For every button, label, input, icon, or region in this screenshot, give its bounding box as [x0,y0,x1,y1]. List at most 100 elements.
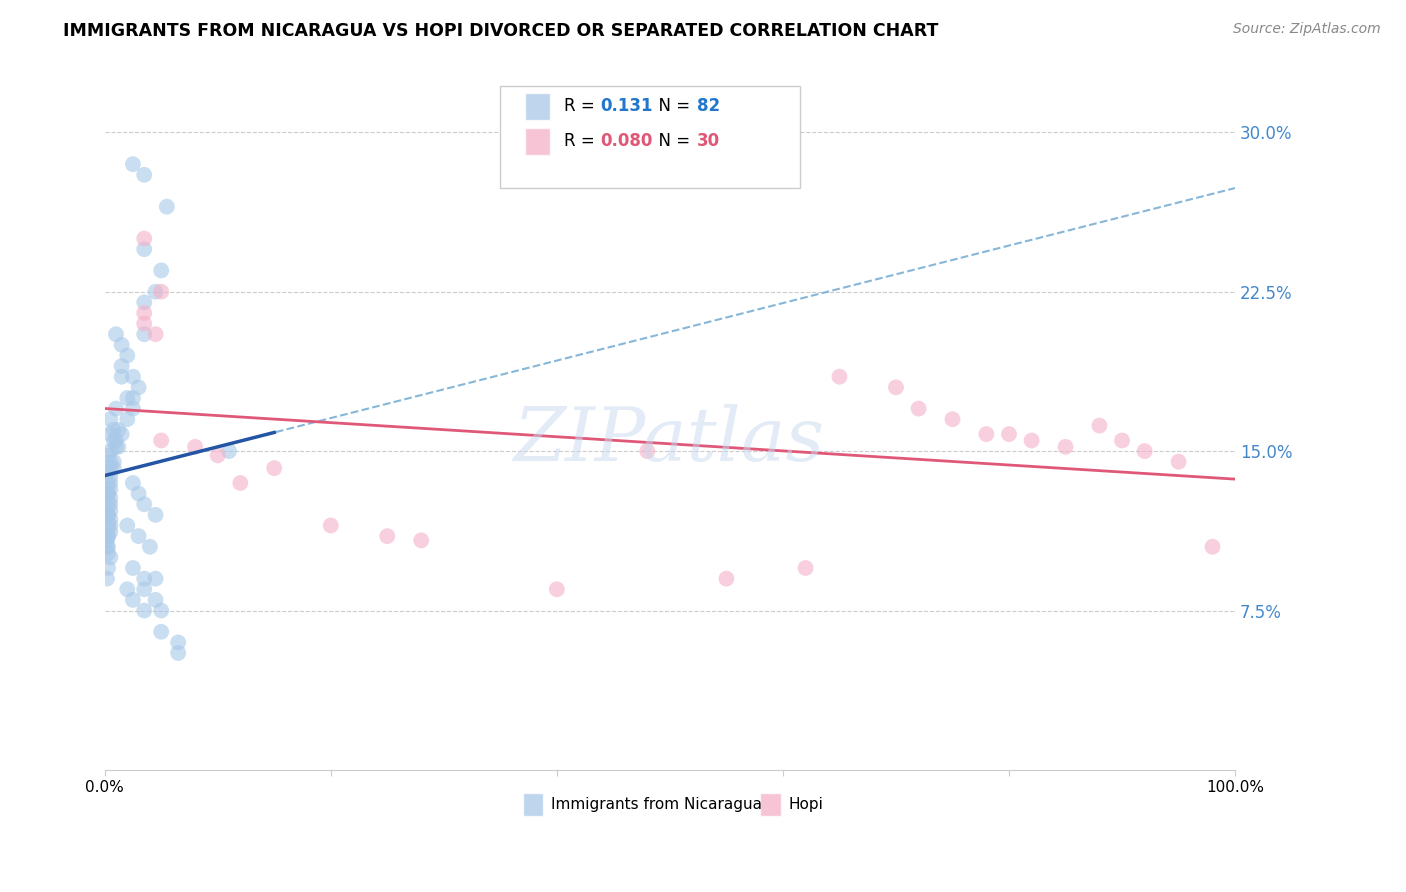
Bar [526,93,550,120]
Point [145,593,167,607]
Point [98,518,121,533]
Point [134,572,156,586]
Text: N =: N = [648,97,696,115]
Point [96,540,118,554]
Point [117,412,139,426]
Text: R =: R = [564,97,599,115]
Point [167,635,190,649]
Point [184,440,207,454]
Point [107,423,129,437]
Point [941,412,963,426]
Text: Source: ZipAtlas.com: Source: ZipAtlas.com [1233,22,1381,37]
Text: Immigrants from Nicaragua: Immigrants from Nicaragua [551,797,762,812]
Bar [761,793,780,815]
Point [998,427,1021,442]
Point [98,427,121,442]
Text: 0.131: 0.131 [600,97,652,115]
Point [134,497,156,511]
Point [134,582,156,597]
Text: ZIPatlas: ZIPatlas [515,404,825,476]
Point [1111,434,1133,448]
Point [103,434,125,448]
Point [103,461,125,475]
Point [103,423,125,437]
Point [150,624,173,639]
Point [98,512,121,526]
Point [1167,455,1189,469]
Bar [523,793,543,815]
Point [229,475,252,490]
Point [167,646,190,660]
Point [98,503,121,517]
Point [117,518,139,533]
FancyBboxPatch shape [501,86,800,187]
Point [134,317,156,331]
Point [117,348,139,362]
Point [828,369,851,384]
Point [1201,540,1223,554]
Point [145,508,167,522]
Point [716,572,738,586]
Text: 30: 30 [697,133,720,151]
Point [375,529,398,543]
Point [145,572,167,586]
Point [97,497,120,511]
Point [104,327,127,342]
Point [104,440,127,454]
Point [319,518,342,533]
Point [1133,444,1156,458]
Point [98,491,121,505]
Point [207,448,229,462]
Point [98,469,121,483]
Point [134,231,156,245]
Point [98,455,121,469]
Point [122,593,145,607]
Point [134,603,156,617]
Point [97,466,120,480]
Point [98,475,121,490]
Point [97,546,120,560]
Point [111,359,134,373]
Point [134,242,156,256]
Point [97,540,120,554]
Point [97,561,120,575]
Text: 82: 82 [697,97,720,115]
Point [98,497,121,511]
Point [1054,440,1077,454]
Point [117,391,139,405]
Point [97,486,120,500]
Point [122,475,145,490]
Point [1088,418,1111,433]
Point [1021,434,1043,448]
Point [794,561,817,575]
Point [97,508,120,522]
Point [134,306,156,320]
Point [111,369,134,384]
Point [884,380,907,394]
Point [546,582,568,597]
Point [96,533,118,548]
Point [117,582,139,597]
Point [150,285,173,299]
Point [145,285,167,299]
Point [134,168,156,182]
Point [122,561,145,575]
Text: Hopi: Hopi [789,797,824,812]
Point [107,440,129,454]
Point [97,448,120,462]
Point [411,533,433,548]
Point [122,157,145,171]
Point [97,529,120,543]
Point [98,444,121,458]
Point [263,461,285,475]
Point [218,444,240,458]
Point [134,295,156,310]
Point [104,434,127,448]
Point [98,461,121,475]
Point [97,475,120,490]
Point [98,483,121,497]
Point [122,369,145,384]
Point [103,455,125,469]
Point [128,486,150,500]
Point [98,524,121,539]
